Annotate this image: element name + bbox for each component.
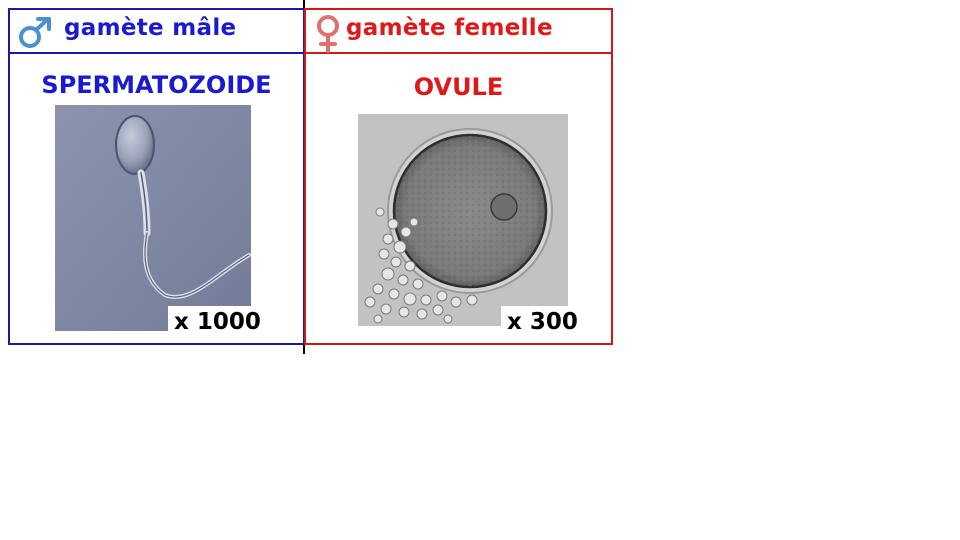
spermatozoid-micrograph	[55, 105, 251, 331]
female-gamete-panel: gamète femelle OVULE	[304, 8, 613, 345]
spermatozoide-title: SPERMATOZOIDE	[41, 71, 272, 99]
mars-symbol-icon	[19, 17, 51, 48]
venus-symbol-icon	[317, 15, 339, 53]
female-magnification-label: x 300	[501, 306, 584, 338]
female-header-label: gamète femelle	[346, 15, 553, 41]
male-gamete-panel: gamète mâle SPERMATOZOIDE x 1000	[8, 8, 305, 345]
ovule-micrograph	[358, 114, 568, 326]
male-header-row: gamète mâle	[10, 10, 303, 54]
male-header-label: gamète mâle	[64, 15, 237, 41]
male-magnification-label: x 1000	[168, 306, 267, 338]
female-header-row: gamète femelle	[306, 10, 611, 54]
ovule-title: OVULE	[413, 73, 504, 101]
